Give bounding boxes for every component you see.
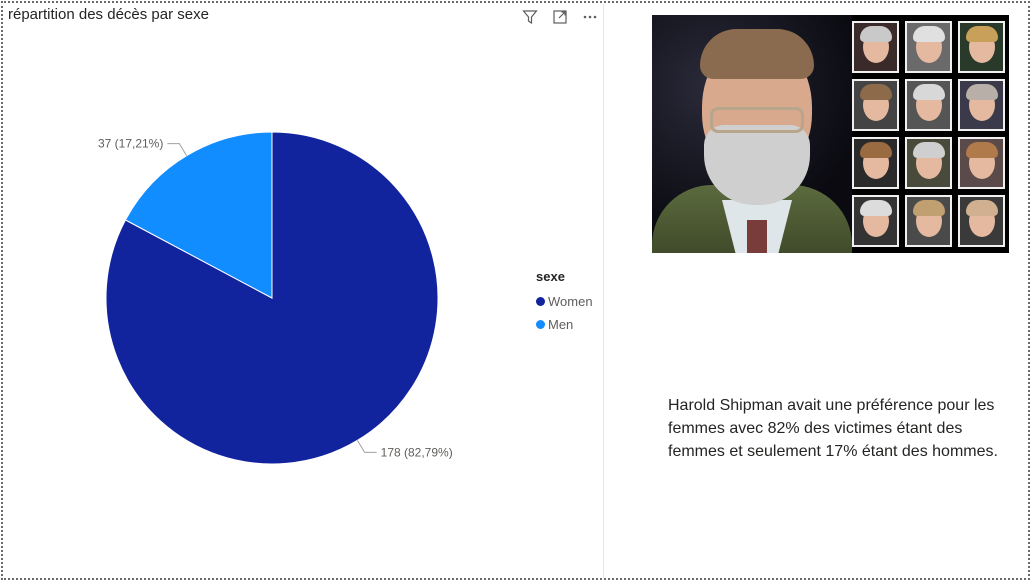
- legend-label: Women: [548, 294, 593, 309]
- victim-hair: [966, 200, 998, 216]
- pie-chart[interactable]: 178 (82,79%) 37 (17,21%): [4, 4, 604, 578]
- legend-marker: [536, 320, 545, 329]
- victim-photo: [905, 79, 952, 131]
- focus-mode-icon[interactable]: [551, 8, 569, 26]
- victim-hair: [860, 200, 892, 216]
- victim-hair: [966, 84, 998, 100]
- portrait-hair: [700, 29, 814, 79]
- portrait-beard: [704, 125, 810, 205]
- data-label-leader-line: [167, 143, 187, 156]
- portrait-tie: [747, 220, 767, 253]
- victim-hair: [860, 142, 892, 158]
- legend-title: sexe: [536, 269, 565, 284]
- victim-photo: [958, 79, 1005, 131]
- victim-photo: [852, 137, 899, 189]
- victim-hair: [913, 142, 945, 158]
- legend-label: Men: [548, 317, 574, 332]
- visual-header: [521, 8, 599, 26]
- victim-photo: [905, 21, 952, 73]
- victim-photo: [852, 21, 899, 73]
- victim-hair: [913, 84, 945, 100]
- victim-photo: [905, 137, 952, 189]
- pie-slice-men[interactable]: [124, 131, 273, 299]
- shipman-photo-collage: [652, 15, 1009, 253]
- victim-photo: [958, 137, 1005, 189]
- victim-photo: [905, 195, 952, 247]
- legend-marker: [536, 297, 545, 306]
- portrait-glasses: [710, 107, 804, 133]
- more-options-icon[interactable]: [581, 8, 599, 26]
- victim-photo: [852, 79, 899, 131]
- victim-hair: [966, 26, 998, 42]
- victim-photo: [958, 21, 1005, 73]
- victim-hair: [913, 26, 945, 42]
- legend-item-men[interactable]: Men: [536, 313, 593, 336]
- visual-title: répartition des décès par sexe: [8, 6, 209, 23]
- data-label-leader-line: [357, 440, 377, 453]
- legend-item-women[interactable]: Women: [536, 290, 593, 313]
- victim-photo: [852, 195, 899, 247]
- victim-hair: [860, 84, 892, 100]
- data-label-women: 178 (82,79%): [381, 445, 453, 459]
- victim-hair: [966, 142, 998, 158]
- victim-hair: [913, 200, 945, 216]
- victim-hair: [860, 26, 892, 42]
- description-text: Harold Shipman avait une préférence pour…: [668, 397, 998, 460]
- data-label-men: 37 (17,21%): [98, 137, 163, 151]
- victim-photo: [958, 195, 1005, 247]
- filter-icon[interactable]: [521, 8, 539, 26]
- chart-legend: sexe Women Men: [536, 269, 593, 336]
- victim-photo-grid: [852, 21, 1005, 247]
- pie-chart-visual[interactable]: répartition des décès par sexe 178 (82,7…: [4, 4, 604, 578]
